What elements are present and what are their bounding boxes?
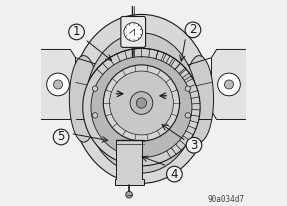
Circle shape — [92, 86, 98, 91]
Text: 90a034d7: 90a034d7 — [208, 195, 245, 204]
Circle shape — [83, 48, 200, 166]
Circle shape — [69, 24, 84, 40]
Ellipse shape — [185, 56, 214, 142]
Circle shape — [103, 65, 180, 141]
Circle shape — [185, 113, 191, 118]
Circle shape — [91, 57, 192, 158]
FancyBboxPatch shape — [121, 16, 146, 47]
Text: 3: 3 — [190, 139, 198, 152]
Ellipse shape — [71, 14, 212, 183]
Circle shape — [92, 113, 98, 118]
Polygon shape — [40, 49, 75, 119]
Text: 2: 2 — [189, 23, 197, 36]
Circle shape — [224, 80, 234, 89]
Circle shape — [110, 71, 173, 135]
Text: 5: 5 — [57, 130, 65, 144]
Polygon shape — [212, 49, 247, 119]
Circle shape — [124, 23, 142, 41]
Circle shape — [166, 166, 182, 182]
Circle shape — [185, 22, 201, 38]
Text: 4: 4 — [171, 167, 178, 181]
Circle shape — [47, 73, 69, 96]
Polygon shape — [115, 140, 144, 185]
Circle shape — [53, 129, 69, 145]
Circle shape — [53, 80, 63, 89]
Text: 1: 1 — [73, 25, 80, 39]
Circle shape — [186, 137, 202, 153]
Circle shape — [126, 191, 132, 198]
Ellipse shape — [69, 56, 98, 142]
Circle shape — [130, 92, 153, 114]
Ellipse shape — [86, 33, 197, 173]
Circle shape — [136, 98, 147, 108]
Circle shape — [218, 73, 240, 96]
Circle shape — [185, 86, 191, 91]
